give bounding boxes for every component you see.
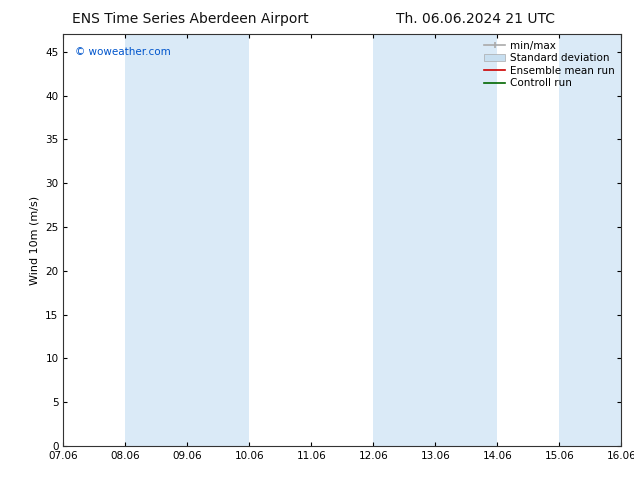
Text: ENS Time Series Aberdeen Airport: ENS Time Series Aberdeen Airport — [72, 12, 309, 26]
Y-axis label: Wind 10m (m/s): Wind 10m (m/s) — [30, 196, 40, 285]
Bar — [373, 34, 436, 446]
Bar — [126, 34, 188, 446]
Legend: min/max, Standard deviation, Ensemble mean run, Controll run: min/max, Standard deviation, Ensemble me… — [481, 37, 618, 92]
Bar — [559, 34, 621, 446]
Bar — [436, 34, 497, 446]
Text: © woweather.com: © woweather.com — [75, 47, 171, 57]
Text: Th. 06.06.2024 21 UTC: Th. 06.06.2024 21 UTC — [396, 12, 555, 26]
Bar — [188, 34, 249, 446]
